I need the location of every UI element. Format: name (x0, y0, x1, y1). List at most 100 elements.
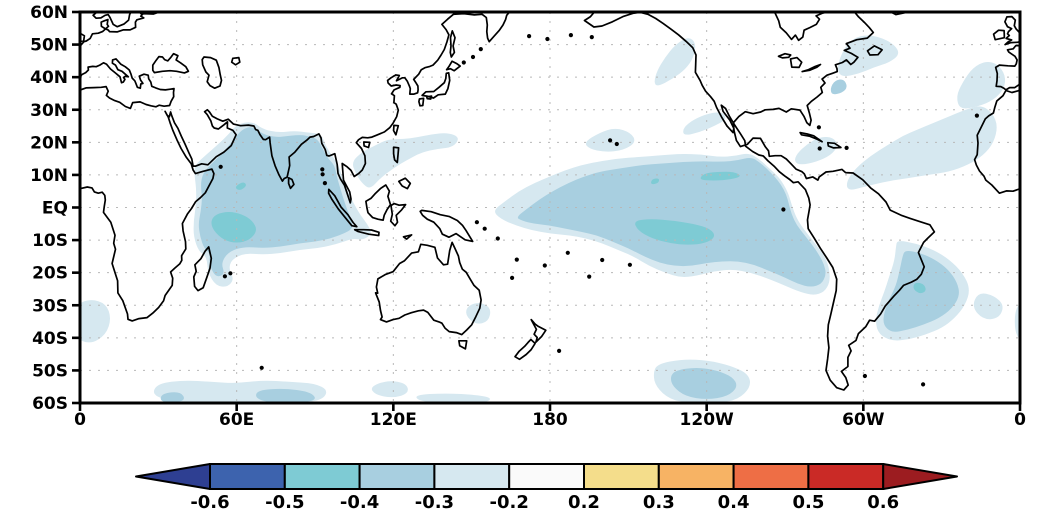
coastline-scandinavia (92, 12, 132, 28)
gridlines (80, 12, 1020, 403)
lat-tick-label: 60N (30, 3, 68, 23)
lat-tick-label: 60S (32, 394, 68, 414)
island-dot (470, 54, 476, 60)
coastline-hainan (362, 141, 371, 149)
colorbar-label: -0.6 (190, 492, 229, 513)
colorbar-label: -0.4 (340, 492, 379, 513)
island-dot (542, 263, 547, 268)
lat-tick-label: 50N (30, 36, 68, 56)
island-dot (482, 226, 487, 231)
island-dot (921, 382, 926, 387)
island-dot (495, 236, 500, 241)
coastline-tasmania (458, 339, 468, 350)
map-plot-area (80, 12, 1020, 403)
island-dot (844, 145, 849, 150)
shaded-region-pacific-south-core (635, 219, 715, 245)
coastline-hispaniola (826, 141, 842, 149)
shaded-region-bight-bit (371, 381, 408, 398)
island-dot (568, 33, 574, 38)
shaded-region-caribbean-patch (795, 136, 837, 165)
colorbar-label: 0.2 (568, 492, 600, 513)
island-dot (816, 125, 822, 130)
coastlines-layer (80, 12, 980, 391)
lat-tick-label: 20S (32, 264, 68, 284)
coastline-borneo (365, 184, 392, 222)
island-dot (322, 181, 327, 186)
lon-tick-label: 120E (370, 410, 417, 430)
lat-tick-label: EQ (42, 199, 68, 219)
coastline-sri-lanka (287, 176, 295, 190)
coastline-luzon (392, 146, 400, 164)
axis-ticks (72, 10, 1022, 411)
shaded-region-baja-patch (683, 112, 726, 135)
coastline-mindanao (397, 177, 412, 190)
coastline-caspian-sea (201, 56, 223, 90)
island-dot (557, 348, 562, 353)
coastline-madagascar (192, 246, 213, 292)
island-dot (320, 172, 325, 177)
colorbar-box (657, 463, 735, 490)
island-dot (781, 207, 786, 212)
shaded-region-se-asia-band (352, 133, 458, 188)
coastline-newfoundland (866, 45, 883, 56)
axis-labels: 60N 50N 40N 30N 20N 10N EQ 10S 20S 30S 40S 50S 60S 0 6… (30, 3, 1026, 430)
island-dot (222, 274, 227, 279)
coastline-lake-erie-ontario (801, 63, 822, 73)
lat-tick-label: 30N (30, 101, 68, 121)
coastline-ireland (992, 29, 1006, 41)
island-dot (627, 262, 633, 267)
lat-tick-label: 30S (32, 296, 68, 316)
island-dot (608, 138, 613, 143)
lat-tick-label: 10S (32, 231, 68, 251)
coastline-kyushu (418, 97, 425, 107)
island-dot (817, 146, 822, 151)
colorbar-box (283, 463, 361, 490)
coastline-britain (1004, 15, 1020, 46)
coastline-cuba (799, 131, 823, 143)
island-dot (587, 274, 592, 279)
island-dot (974, 113, 980, 118)
colorbar-box (508, 463, 586, 490)
coastline-java (353, 228, 380, 237)
island-dot (509, 275, 515, 280)
shaded-region-arabian-spot (235, 182, 246, 190)
shaded-region-indian-core (211, 212, 256, 243)
island-dot (862, 373, 868, 379)
lon-tick-label: 60W (842, 410, 885, 430)
island-dot (614, 141, 619, 147)
shading-layer (80, 35, 1006, 403)
coastline-afro-eurasia (80, 12, 511, 322)
shaded-region-se-atlantic-africa (973, 293, 1003, 320)
coastline-lake-michigan-huron (789, 56, 803, 69)
colorbar-label: -0.3 (415, 492, 454, 513)
shaded-region-iberia-atlantic (957, 61, 1006, 109)
island-dot (589, 35, 594, 40)
shaded-region-pacific-north-spot-1 (700, 171, 740, 181)
island-dot (600, 257, 605, 263)
shaded-region-us-east-spot (830, 79, 847, 95)
coastline-britain (80, 31, 86, 43)
colorbar-label: -0.5 (265, 492, 304, 513)
coastline-hudson-bay (773, 12, 829, 42)
shaded-region-s-pacific-main (670, 368, 737, 399)
colorbar-box (209, 463, 286, 490)
coastline-sulawesi (389, 202, 407, 227)
colorbar-box (807, 463, 885, 490)
colorbar-label: 0.5 (792, 492, 824, 513)
coastlines-layer (973, 15, 1020, 195)
lat-tick-label: 20N (30, 133, 68, 153)
colorbar-label: -0.2 (490, 492, 529, 513)
colorbar-box (358, 463, 436, 490)
shaded-region-namibia-patch (80, 300, 110, 343)
lon-tick-label: 60E (219, 410, 254, 430)
island-dot (514, 257, 519, 262)
coastline-lake-superior (777, 52, 792, 59)
colorbar-right-arrow (882, 463, 958, 490)
shaded-region-pacific-north-spot-2 (651, 178, 660, 185)
colorbar-box (732, 463, 810, 490)
colorbar-box (433, 463, 511, 490)
coastline-hokkaido (445, 60, 462, 72)
lon-tick-label: 0 (74, 410, 86, 430)
